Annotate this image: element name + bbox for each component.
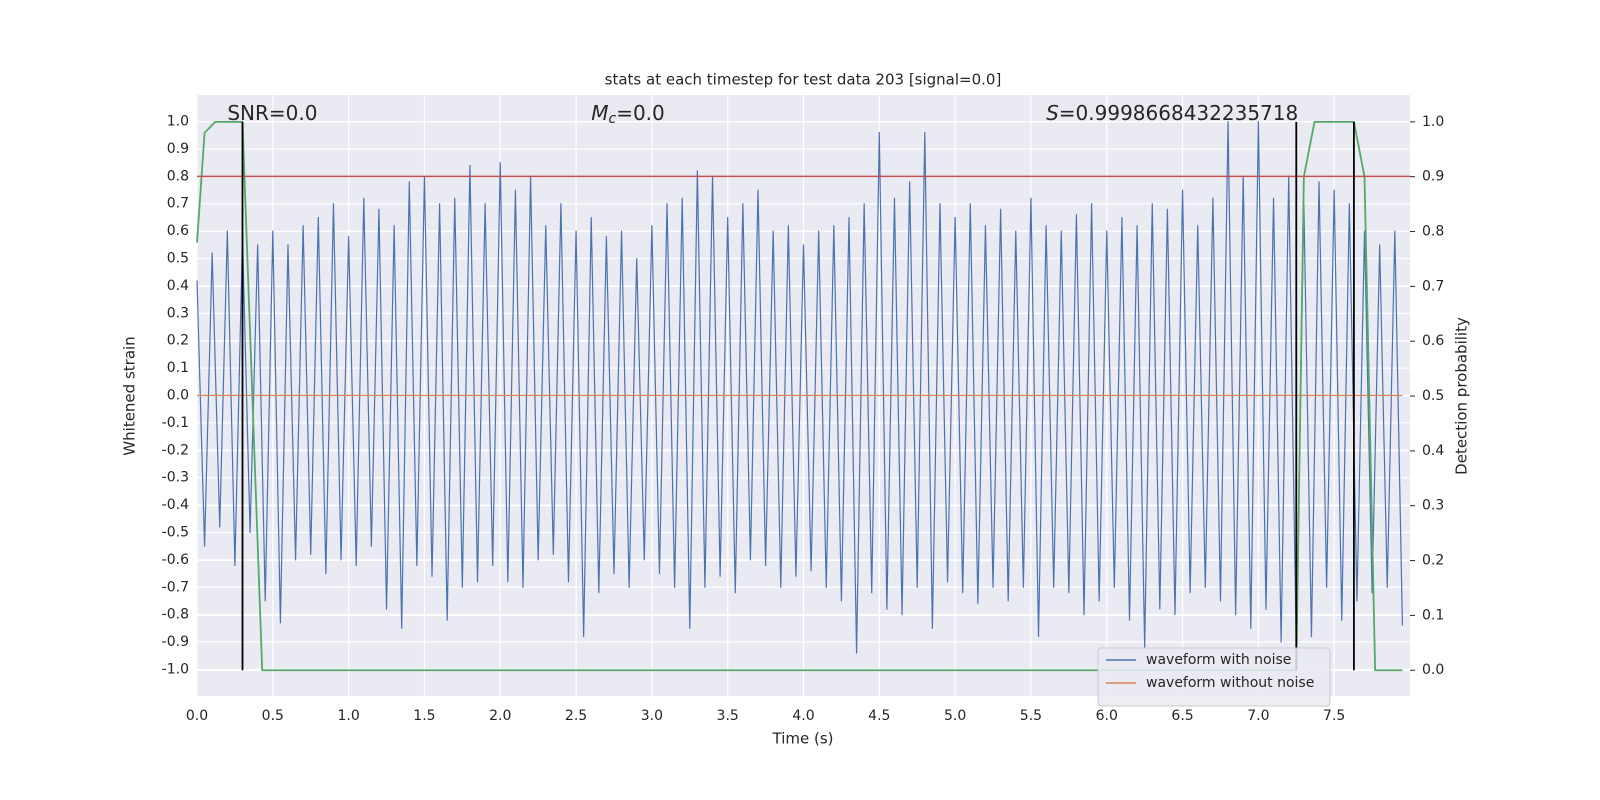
annotation-subscript: c — [608, 111, 616, 127]
x-tick-label: 5.5 — [1020, 708, 1042, 724]
x-tick-label: 3.0 — [641, 708, 663, 724]
chart-title: stats at each timestep for test data 203… — [605, 71, 1002, 89]
y-tick-label: -0.5 — [162, 524, 189, 540]
y2-axis-label: Detection probability — [1453, 317, 1471, 475]
y2-tick-label: 0.2 — [1422, 553, 1444, 569]
y-tick-label: -1.0 — [162, 661, 189, 677]
x-tick-label: 0.0 — [186, 708, 208, 724]
y-tick-label: 0.5 — [167, 251, 189, 267]
x-tick-label: 7.0 — [1247, 708, 1269, 724]
y-tick-label: -0.1 — [162, 415, 189, 431]
annotation-text: SNR=0.0 — [227, 101, 317, 125]
y2-tick-label: 0.1 — [1422, 607, 1444, 623]
annotation: S=0.9998668432235718 — [1046, 101, 1298, 125]
y2-tick-label: 0.0 — [1422, 662, 1444, 678]
y-axis-label: Whitened strain — [121, 336, 139, 455]
y2-tick-label: 0.6 — [1422, 333, 1444, 349]
y-tick-label: -0.3 — [162, 470, 189, 486]
x-tick-label: 3.5 — [717, 708, 739, 724]
y2-tick-label: 1.0 — [1422, 114, 1444, 130]
annotation: Mc=0.0 — [591, 101, 665, 128]
annotation-symbol: M — [591, 101, 608, 125]
x-axis-label: Time (s) — [772, 730, 834, 748]
x-tick-label: 6.0 — [1096, 708, 1118, 724]
x-tick-label: 2.0 — [489, 708, 511, 724]
y-tick-label: 0.2 — [167, 333, 189, 349]
y-tick-label: -0.6 — [162, 552, 189, 568]
legend-label: waveform without noise — [1146, 675, 1314, 691]
y-tick-label: 0.8 — [167, 168, 189, 184]
y-tick-label: 1.0 — [167, 114, 189, 130]
y-tick-label: -0.9 — [162, 634, 189, 650]
annotation: SNR=0.0 — [227, 101, 317, 125]
x-tick-label: 1.0 — [337, 708, 359, 724]
y2-tick-label: 0.7 — [1422, 278, 1444, 294]
x-tick-label: 5.0 — [944, 708, 966, 724]
y-tick-label: 0.7 — [167, 196, 189, 212]
y-tick-label: 0.0 — [167, 388, 189, 404]
y-tick-label: 0.1 — [167, 360, 189, 376]
y2-tick-label: 0.9 — [1422, 169, 1444, 185]
y-tick-label: -0.8 — [162, 607, 189, 623]
x-tick-label: 2.5 — [565, 708, 587, 724]
y2-tick-label: 0.4 — [1422, 443, 1444, 459]
series-line — [196, 120, 1404, 654]
y-tick-label: -0.2 — [162, 442, 189, 458]
y-tick-label: -0.4 — [162, 497, 189, 513]
y2-tick-label: 0.8 — [1422, 224, 1444, 240]
y-tick-label: 0.3 — [167, 305, 189, 321]
x-tick-label: 0.5 — [262, 708, 284, 724]
x-tick-label: 6.5 — [1171, 708, 1193, 724]
y-tick-label: 0.4 — [167, 278, 189, 294]
series-line — [196, 120, 1403, 672]
y-tick-label: 0.9 — [167, 141, 189, 157]
x-tick-label: 4.0 — [792, 708, 814, 724]
legend-label: waveform with noise — [1146, 652, 1291, 668]
y2-tick-label: 0.3 — [1422, 498, 1444, 514]
y-tick-label: -0.7 — [162, 579, 189, 595]
annotation-symbol: S — [1046, 101, 1059, 125]
annotation-text: =0.0 — [616, 101, 665, 125]
x-tick-label: 7.5 — [1323, 708, 1345, 724]
y2-tick-label: 0.5 — [1422, 388, 1444, 404]
x-tick-label: 1.5 — [413, 708, 435, 724]
legend-box — [1097, 647, 1331, 707]
y-tick-label: 0.6 — [167, 223, 189, 239]
annotation-text: =0.9998668432235718 — [1059, 101, 1298, 125]
x-tick-label: 4.5 — [868, 708, 890, 724]
